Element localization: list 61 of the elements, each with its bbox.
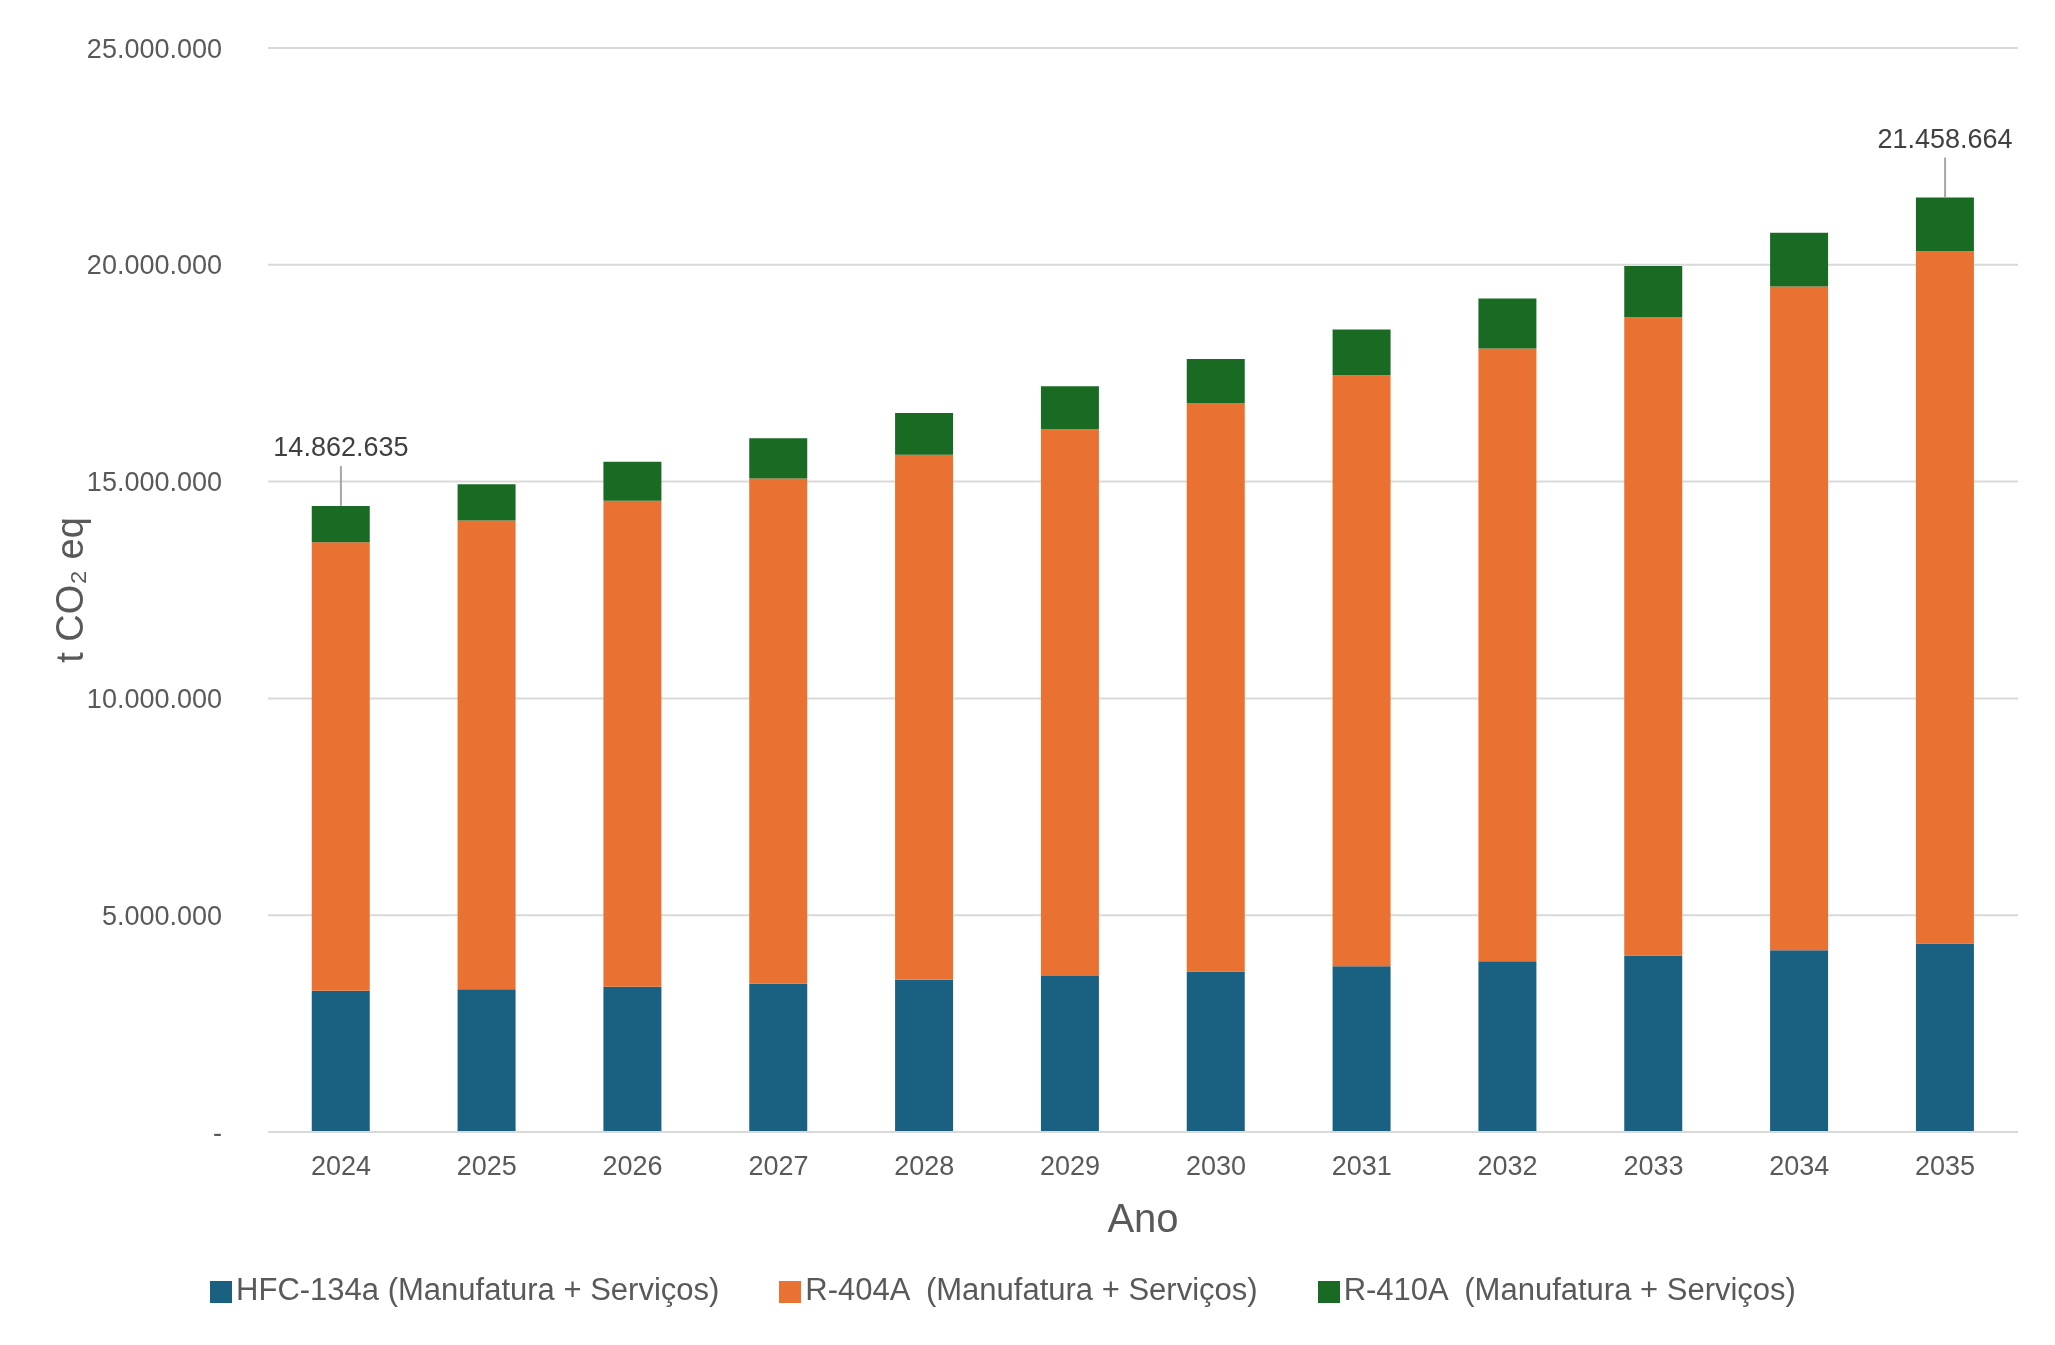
bar (749, 438, 808, 479)
bar (1624, 266, 1683, 318)
legend-label: R-410A (Manufatura + Serviços) (1343, 1272, 1796, 1307)
bar (1770, 286, 1829, 951)
bar (895, 454, 954, 980)
bar (603, 500, 662, 987)
bar (1478, 348, 1537, 962)
bar (1040, 975, 1099, 1132)
x-tick-label: 2024 (310, 1151, 371, 1182)
bar (1478, 298, 1537, 349)
x-tick-label: 2029 (1040, 1151, 1101, 1182)
x-tick-label: 2033 (1623, 1151, 1684, 1182)
annotation: 14.862.635 (273, 431, 409, 462)
bar (603, 461, 662, 501)
legend-label: HFC-134a (Manufatura + Serviços) (236, 1272, 720, 1307)
x-tick-label: 2032 (1477, 1151, 1538, 1182)
bar (1040, 386, 1099, 430)
bar (603, 986, 662, 1132)
bar (457, 989, 516, 1132)
x-tick-label: 2026 (602, 1151, 663, 1182)
bar (1478, 961, 1537, 1132)
bar (1186, 971, 1245, 1132)
x-tick-label: 2028 (894, 1151, 955, 1182)
x-tick-label: 2031 (1331, 1151, 1392, 1182)
x-tick-label: 2027 (748, 1151, 809, 1182)
bar (1915, 943, 1974, 1132)
bar (749, 983, 808, 1132)
bar (457, 520, 516, 990)
y-tick-label: 15.000.000 (86, 467, 222, 498)
y-tick-label: 5.000.000 (101, 900, 222, 931)
bar (1332, 966, 1391, 1132)
x-axis-title: Ano (1107, 1196, 1179, 1240)
x-tick-label: 2035 (1915, 1151, 1976, 1182)
bar (311, 542, 370, 991)
bar (1040, 429, 1099, 976)
y-tick-label: 20.000.000 (86, 250, 222, 281)
y-tick-label: 25.000.000 (86, 33, 222, 64)
bar (895, 413, 954, 455)
legend-label: R-404A (Manufatura + Serviços) (805, 1272, 1258, 1307)
bar (1770, 950, 1829, 1132)
annotation: 21.458.664 (1877, 123, 2013, 154)
bar (1186, 403, 1245, 972)
bar (1770, 232, 1829, 287)
bar (749, 478, 808, 984)
bar (1332, 375, 1391, 967)
x-tick-label: 2025 (456, 1151, 517, 1182)
bar (1332, 329, 1391, 376)
bar (1915, 197, 1974, 252)
bar (457, 484, 516, 521)
x-tick-label: 2030 (1185, 1151, 1246, 1182)
bar (1186, 358, 1245, 404)
y-tick-label: - (213, 1117, 222, 1148)
y-axis-title: t CO₂ eq (49, 517, 92, 663)
bar (1624, 317, 1683, 956)
bar (311, 505, 370, 543)
x-tick-label: 2034 (1769, 1151, 1830, 1182)
bar (311, 990, 370, 1132)
bar (1624, 955, 1683, 1132)
bar (895, 979, 954, 1132)
y-tick-label: 10.000.000 (86, 683, 222, 714)
bar (1915, 251, 1974, 944)
